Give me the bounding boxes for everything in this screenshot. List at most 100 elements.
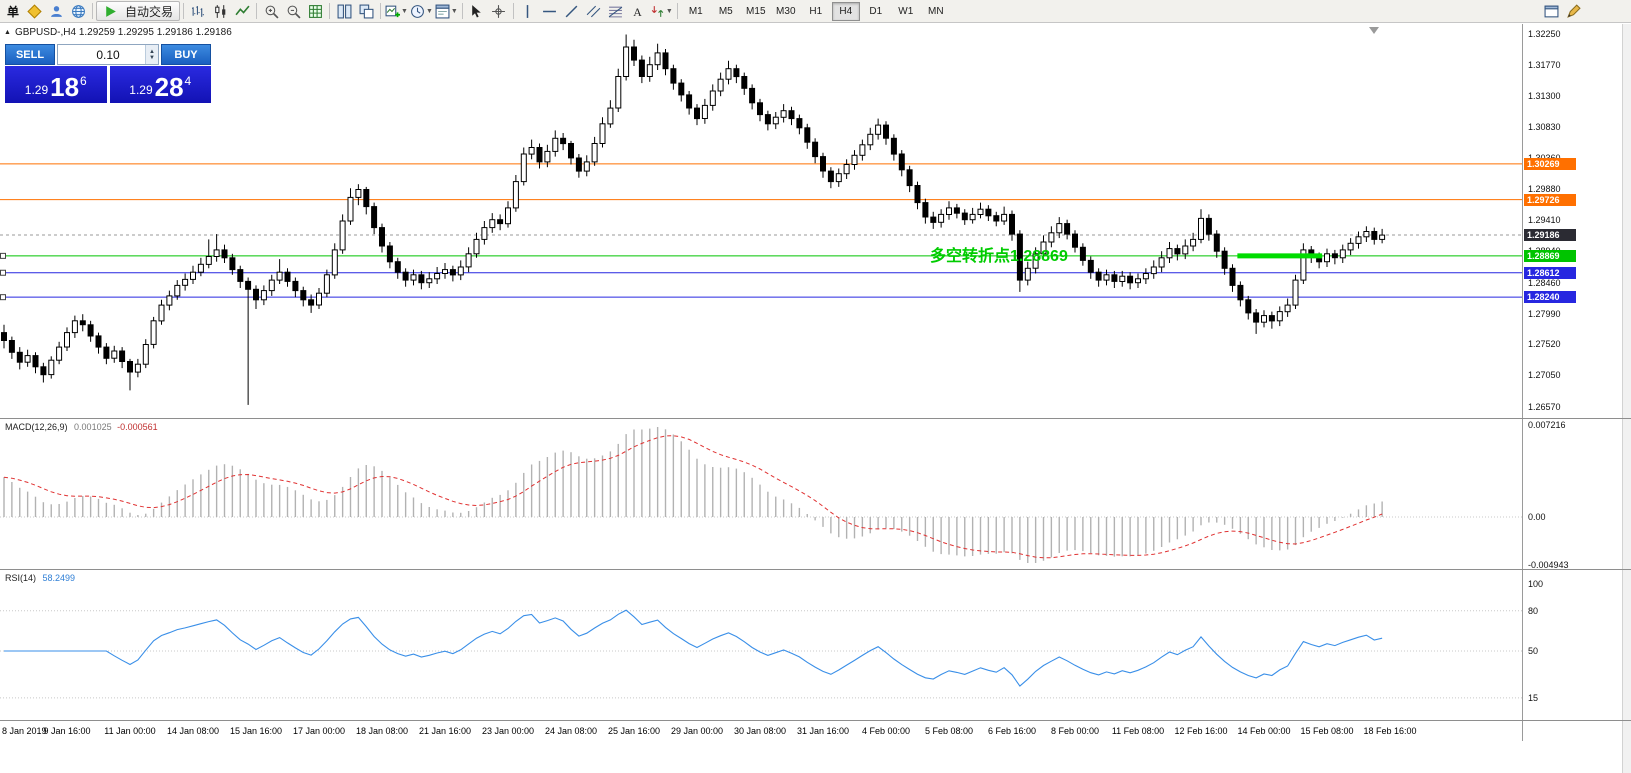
price-tag-1.29186: 1.29186 [1524, 229, 1576, 242]
green-support-segment [1237, 253, 1323, 259]
timeframe-m5-button[interactable]: M5 [718, 5, 733, 17]
price-axis-label: 1.27990 [1528, 308, 1561, 319]
one-click-collapse-arrow-icon[interactable]: ▲ [4, 29, 11, 36]
tile-button[interactable] [333, 1, 355, 21]
one-click-trading-panel: SELL 0.10 ▲ ▼ BUY 1.29 18 6 1.29 28 4 [5, 44, 211, 103]
rsi-axis-label: 15 [1528, 692, 1539, 703]
panel-separator[interactable] [0, 418, 1631, 419]
sell-button[interactable]: SELL [5, 44, 55, 65]
toolbar-separator [256, 3, 258, 19]
macd-axis-label: -0.004943 [1528, 560, 1569, 570]
trendline-button[interactable] [561, 1, 583, 21]
pencil-button[interactable] [1562, 1, 1584, 21]
toolbar-separator [461, 3, 463, 19]
time-axis-label: 6 Feb 16:00 [987, 726, 1037, 736]
macd-histogram [3, 427, 1383, 563]
time-axis-label: 8 Feb 00:00 [1050, 726, 1100, 736]
chart-plus-icon [385, 4, 401, 19]
timeframe-m1-button[interactable]: M1 [688, 5, 703, 17]
lot-spinner[interactable]: ▲ ▼ [145, 45, 158, 64]
fibo-icon [608, 4, 623, 19]
channel-button[interactable] [583, 1, 605, 21]
buy-button[interactable]: BUY [161, 44, 211, 65]
rsi-axis-label: 80 [1528, 605, 1539, 616]
hline-handle [0, 269, 6, 276]
clock-button[interactable]: ▼ [409, 1, 434, 21]
timeframe-h4-button[interactable]: H4 [831, 1, 860, 21]
time-axis-label: 17 Jan 00:00 [292, 726, 346, 736]
time-axis-label: 25 Jan 16:00 [607, 726, 661, 736]
macd-axis-label: 0.007216 [1528, 420, 1566, 430]
user-button[interactable] [45, 1, 67, 21]
template-button[interactable]: ▼ [434, 1, 459, 21]
price-axis-label: 1.31770 [1528, 60, 1561, 71]
price-tag-1.30269: 1.30269 [1524, 157, 1576, 170]
new-order-icon [26, 3, 42, 19]
time-axis-label: 14 Jan 08:00 [166, 726, 220, 736]
clock-icon [410, 4, 425, 19]
lot-value: 0.10 [96, 47, 120, 62]
sell-price[interactable]: 1.29 18 6 [5, 66, 107, 103]
macd-panel[interactable] [0, 419, 1522, 569]
time-axis-label: 15 Feb 08:00 [1300, 726, 1354, 736]
zoom-in-button[interactable] [260, 1, 282, 21]
timeframe-h1-button[interactable]: H1 [809, 5, 823, 17]
timeframe-mn-button[interactable]: MN [928, 5, 944, 17]
vline-button[interactable] [517, 1, 539, 21]
globe-button[interactable] [67, 1, 89, 21]
sell-price-prefix: 1.29 [24, 83, 49, 97]
panel-separator[interactable] [0, 720, 1631, 721]
time-axis-label: 23 Jan 00:00 [481, 726, 535, 736]
panel-separator[interactable] [0, 569, 1631, 570]
zoom-out-button[interactable] [282, 1, 304, 21]
timeframe-d1-button[interactable]: D1 [869, 5, 883, 17]
tile-icon [337, 4, 352, 19]
cascade-button[interactable] [355, 1, 377, 21]
macd-signal-line [3, 435, 1383, 559]
crosshair-button[interactable] [488, 1, 510, 21]
time-axis-label: 4 Feb 00:00 [861, 726, 911, 736]
new-order-button[interactable] [23, 1, 45, 21]
window-icon [1544, 4, 1559, 19]
buy-price-point: 4 [184, 74, 192, 88]
timeframe-w1-button[interactable]: W1 [898, 5, 914, 17]
price-axis-label: 1.27050 [1528, 370, 1561, 381]
timeframe-m15-button[interactable]: M15 [746, 5, 766, 17]
fibo-button[interactable] [605, 1, 627, 21]
text-button[interactable]: A [627, 1, 649, 21]
spinner-up-icon[interactable]: ▲ [149, 48, 155, 55]
toolbar-separator [676, 3, 678, 19]
price-axis[interactable]: 1.322501.317701.313001.308301.303601.298… [1522, 24, 1622, 741]
window-button[interactable] [1540, 1, 1562, 21]
lot-size-input[interactable]: 0.10 ▲ ▼ [57, 44, 159, 65]
macd-axis-label: 0.00 [1528, 512, 1546, 522]
dropdown-arrow-icon[interactable]: ▼ [425, 7, 433, 15]
chart-plus-button[interactable]: ▼ [384, 1, 409, 21]
grid-button[interactable] [304, 1, 326, 21]
linechart-button[interactable] [231, 1, 253, 21]
time-axis[interactable]: 8 Jan 2019 9 Jan 16:00 11 Jan 00:00 14 Jan … [0, 721, 1522, 741]
dropdown-arrow-icon[interactable]: ▼ [401, 7, 408, 15]
cursor-button[interactable] [466, 1, 488, 21]
hline-button[interactable] [539, 1, 561, 21]
price-tag-1.28869: 1.28869 [1524, 249, 1576, 262]
rsi-panel[interactable] [0, 570, 1522, 720]
macd-main-value: 0.001025 [74, 422, 112, 432]
spinner-down-icon[interactable]: ▼ [149, 54, 155, 61]
candles-button[interactable] [209, 1, 231, 21]
buy-price[interactable]: 1.29 28 4 [109, 66, 211, 103]
toolbar-separator [92, 3, 94, 19]
timeframe-m30-button[interactable]: M30 [776, 5, 796, 17]
bars-button[interactable] [187, 1, 209, 21]
arrows-button[interactable]: ▼ [649, 1, 674, 21]
time-axis-label: 14 Feb 00:00 [1237, 726, 1291, 736]
dropdown-arrow-icon[interactable]: ▼ [450, 7, 458, 15]
window-scrollbar[interactable] [1622, 24, 1631, 773]
dropdown-arrow-icon[interactable]: ▼ [665, 7, 673, 15]
price-chart[interactable]: 多空转折点1.28869 [0, 24, 1522, 418]
auto-trading-button[interactable]: 自动交易 [96, 1, 181, 21]
menu-char[interactable]: 单 [7, 4, 20, 19]
price-axis-label: 1.29410 [1528, 215, 1561, 226]
rsi-axis-label: 100 [1528, 579, 1544, 589]
